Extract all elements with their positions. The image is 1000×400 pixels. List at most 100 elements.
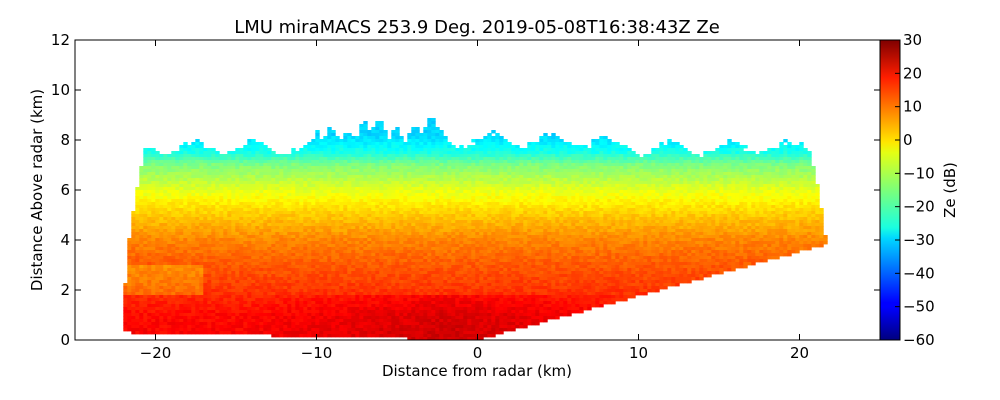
ze-cell [395, 133, 400, 137]
ze-cell [263, 307, 268, 311]
ze-cell [151, 217, 156, 221]
ze-cell [151, 223, 156, 227]
ze-cell [359, 313, 364, 317]
ze-cell [227, 208, 232, 212]
ze-cell [435, 259, 440, 263]
ze-cell [147, 157, 152, 161]
ze-cell [419, 211, 424, 215]
ze-cell [415, 208, 420, 212]
ze-cell [399, 169, 404, 173]
ze-cell [203, 169, 208, 173]
ze-cell [431, 298, 436, 302]
ze-cell [311, 244, 316, 248]
ze-cell [135, 253, 140, 257]
ze-cell [315, 160, 320, 164]
ze-cell [191, 208, 196, 212]
ze-cell [139, 295, 144, 299]
ze-cell [383, 238, 388, 242]
ze-cell [227, 301, 232, 305]
ze-cell [359, 316, 364, 320]
ze-cell [259, 229, 264, 233]
ze-cell [315, 136, 320, 140]
ze-cell [231, 265, 236, 269]
ze-cell [375, 316, 380, 320]
ze-cell [287, 226, 292, 230]
ze-cell [175, 256, 180, 260]
ze-cell [343, 241, 348, 245]
ze-cell [167, 169, 172, 173]
ze-cell [323, 214, 328, 218]
ze-cell [183, 238, 188, 242]
ze-cell [407, 208, 412, 212]
ze-cell [219, 304, 224, 308]
ze-cell [215, 244, 220, 248]
ze-cell [207, 253, 212, 257]
ze-cell [423, 196, 428, 200]
ze-cell [195, 205, 200, 209]
ze-cell [263, 238, 268, 242]
ze-cell [323, 187, 328, 191]
ze-cell [395, 313, 400, 317]
ze-cell [171, 244, 176, 248]
ze-cell [355, 142, 360, 146]
ze-cell [143, 313, 148, 317]
ze-cell [347, 175, 352, 179]
ze-cell [235, 163, 240, 167]
ze-cell [335, 217, 340, 221]
ze-cell [243, 286, 248, 290]
ze-cell [379, 328, 384, 332]
ze-cell [423, 139, 428, 143]
ze-cell [407, 139, 412, 143]
ze-cell [371, 277, 376, 281]
ze-cell [163, 196, 168, 200]
ze-cell [395, 226, 400, 230]
ze-cell [171, 160, 176, 164]
ze-cell [191, 307, 196, 311]
ze-cell [319, 304, 324, 308]
ze-cell [207, 328, 212, 332]
ze-cell [163, 286, 168, 290]
ze-cell [323, 157, 328, 161]
ze-cell [279, 253, 284, 257]
ze-cell [147, 208, 152, 212]
ze-cell [243, 301, 248, 305]
ze-cell [307, 238, 312, 242]
ze-cell [187, 265, 192, 269]
ze-cell [327, 232, 332, 236]
ze-cell [255, 313, 260, 317]
ze-cell [195, 139, 200, 143]
ze-cell [335, 316, 340, 320]
ze-cell [391, 223, 396, 227]
ze-cell [411, 328, 416, 332]
ze-cell [151, 184, 156, 188]
ze-cell [163, 250, 168, 254]
ze-cell [167, 289, 172, 293]
ze-cell [343, 325, 348, 329]
ze-cell [263, 280, 268, 284]
ze-cell [211, 220, 216, 224]
ze-cell [339, 145, 344, 149]
ze-cell [363, 256, 368, 260]
ze-cell [219, 325, 224, 329]
ze-cell [239, 214, 244, 218]
ze-cell [267, 193, 272, 197]
ze-cell [363, 172, 368, 176]
ze-cell [183, 175, 188, 179]
ze-cell [419, 295, 424, 299]
ze-cell [427, 259, 432, 263]
ze-cell [135, 223, 140, 227]
ze-cell [303, 238, 308, 242]
ze-cell [227, 220, 232, 224]
ze-cell [299, 307, 304, 311]
ze-cell [407, 268, 412, 272]
ze-cell [347, 232, 352, 236]
ze-cell [423, 334, 428, 338]
ze-cell [343, 181, 348, 185]
ze-cell [211, 322, 216, 326]
ze-cell [155, 271, 160, 275]
ze-cell [175, 223, 180, 227]
ze-cell [351, 190, 356, 194]
ze-cell [351, 169, 356, 173]
ze-cell [311, 181, 316, 185]
ze-cell [307, 289, 312, 293]
